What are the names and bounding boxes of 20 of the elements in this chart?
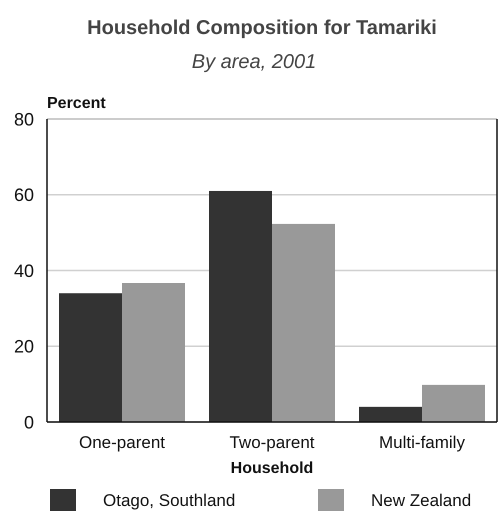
chart-subtitle: By area, 2001 [192, 51, 316, 73]
x-axis-title: Household [230, 460, 314, 477]
x-tick-label: Multi-family [379, 433, 466, 452]
bar [122, 283, 185, 422]
y-tick-label: 0 [24, 412, 34, 432]
bar [272, 224, 335, 422]
bar [359, 406, 422, 422]
y-tick-label: 20 [14, 336, 34, 357]
legend-label: Otago, Southland [103, 490, 236, 510]
legend-label: New Zealand [371, 490, 472, 510]
y-tick-label: 40 [14, 260, 34, 281]
y-axis-title: Percent [47, 95, 106, 112]
bar [422, 384, 485, 422]
bar [59, 293, 122, 422]
x-tick-label: Two-parent [229, 433, 315, 452]
x-tick-label: One-parent [79, 433, 166, 452]
y-tick-label: 80 [14, 109, 34, 130]
bar [209, 190, 272, 422]
chart-title: Household Composition for Tamariki [87, 17, 437, 39]
y-tick-label: 60 [14, 185, 34, 206]
